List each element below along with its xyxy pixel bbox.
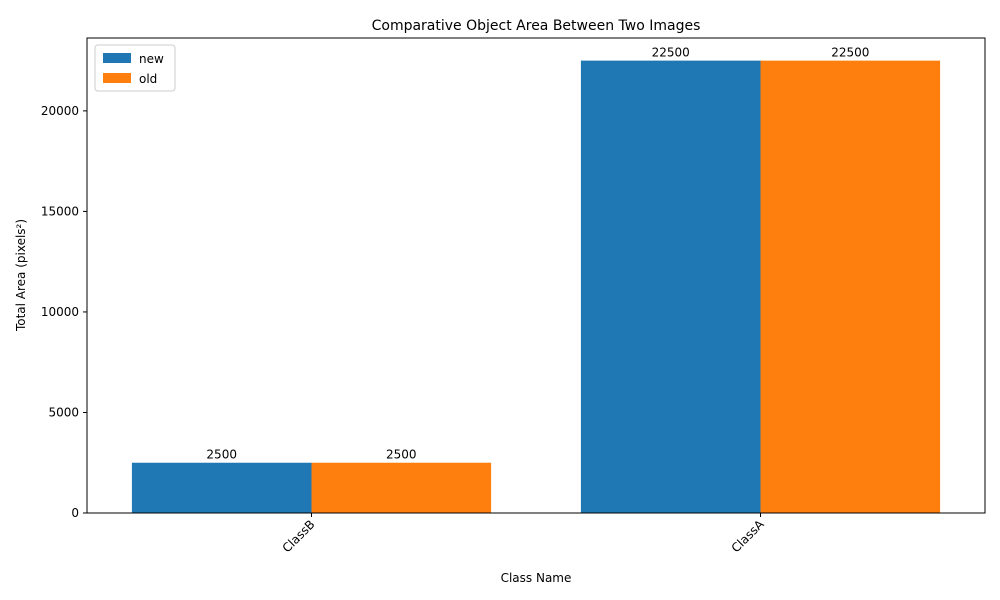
y-axis: 0 5000 10000 15000 20000 bbox=[41, 104, 87, 520]
bar-old-ClassB bbox=[311, 462, 492, 513]
data-label-old-ClassB: 2500 bbox=[386, 448, 417, 462]
plot-frame bbox=[86, 37, 986, 514]
chart-title: Comparative Object Area Between Two Imag… bbox=[372, 18, 701, 34]
bar-new-ClassA bbox=[580, 60, 761, 513]
legend-label-new: new bbox=[139, 52, 164, 66]
data-label-old-ClassA: 22500 bbox=[831, 46, 869, 60]
legend-swatch-old bbox=[103, 73, 131, 83]
y-tick-label-15000: 15000 bbox=[41, 204, 79, 218]
y-tick-label-0: 0 bbox=[71, 506, 79, 520]
x-axis: ClassB ClassA bbox=[280, 513, 768, 556]
y-tick-label-20000: 20000 bbox=[41, 104, 79, 118]
x-tick-label-ClassB: ClassB bbox=[280, 517, 318, 555]
legend-label-old: old bbox=[139, 72, 157, 86]
x-axis-label: Class Name bbox=[501, 571, 572, 585]
bar-old-ClassA bbox=[760, 60, 941, 513]
bars-group bbox=[131, 60, 941, 513]
legend-swatch-new bbox=[103, 53, 131, 63]
data-label-new-ClassB: 2500 bbox=[206, 448, 237, 462]
y-tick-label-10000: 10000 bbox=[41, 305, 79, 319]
x-tick-label-ClassA: ClassA bbox=[729, 517, 768, 556]
y-tick-label-5000: 5000 bbox=[48, 405, 79, 419]
data-labels-group: 2500 22500 2500 22500 bbox=[206, 46, 869, 462]
data-label-new-ClassA: 22500 bbox=[652, 46, 690, 60]
legend: new old bbox=[94, 44, 176, 92]
bar-new-ClassB bbox=[131, 462, 312, 513]
y-axis-label: Total Area (pixels²) bbox=[14, 219, 28, 332]
